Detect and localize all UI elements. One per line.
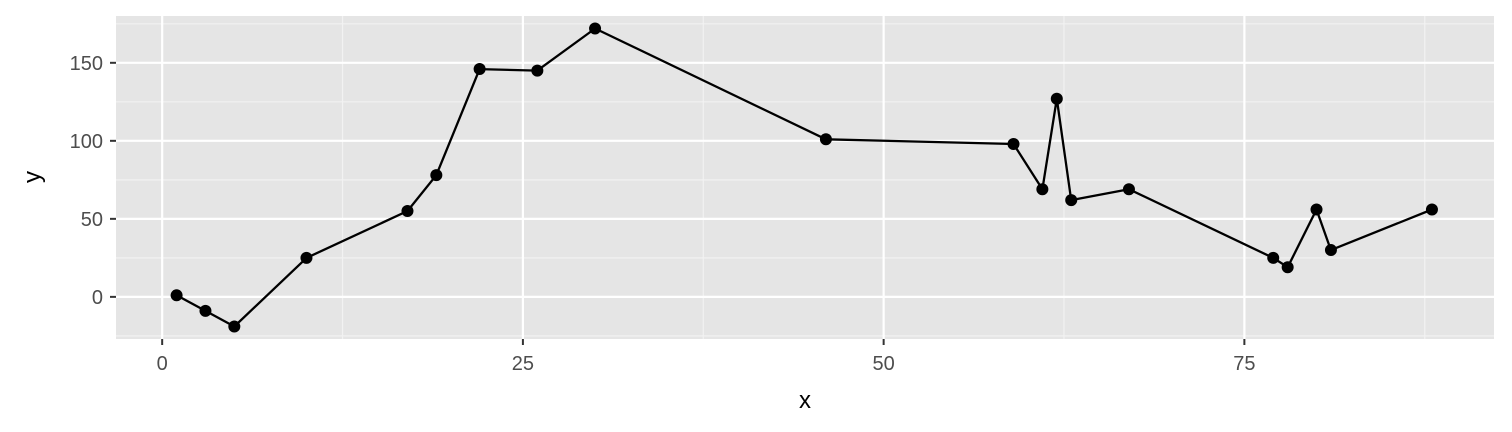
data-point: [819, 133, 832, 146]
data-point: [589, 22, 602, 35]
data-point: [1065, 194, 1078, 207]
series-layer: [170, 22, 1438, 333]
data-point: [430, 169, 443, 182]
data-point: [1310, 203, 1323, 216]
y-axis-title: y: [19, 171, 46, 183]
x-tick-label: 25: [512, 353, 534, 375]
panel-background: [116, 16, 1494, 339]
data-point: [1050, 92, 1063, 105]
data-point: [228, 320, 241, 333]
data-point: [300, 251, 313, 264]
data-point: [1007, 137, 1020, 150]
x-tick-label: 50: [873, 353, 895, 375]
data-point: [531, 64, 544, 77]
data-point: [1324, 244, 1337, 257]
minor-gridlines: [116, 16, 1494, 339]
data-point: [473, 63, 486, 76]
axis-ticks: [110, 61, 1246, 345]
data-point: [1267, 251, 1280, 264]
data-point: [170, 289, 183, 302]
x-tick-label: 0: [157, 353, 168, 375]
x-tick-label: 75: [1233, 353, 1255, 375]
data-point: [199, 304, 212, 317]
data-point: [401, 205, 414, 218]
y-tick-label: 0: [92, 287, 103, 309]
data-point: [1425, 203, 1438, 216]
x-axis-title: x: [799, 387, 811, 414]
y-tick-label: 150: [70, 53, 103, 75]
y-tick-label: 100: [70, 131, 103, 153]
data-point: [1281, 261, 1294, 274]
data-point: [1122, 183, 1135, 196]
data-point: [1036, 183, 1049, 196]
y-tick-label: 50: [81, 209, 103, 231]
tick-labels: 0 25 50 75 0 50 100 150: [70, 53, 1256, 375]
